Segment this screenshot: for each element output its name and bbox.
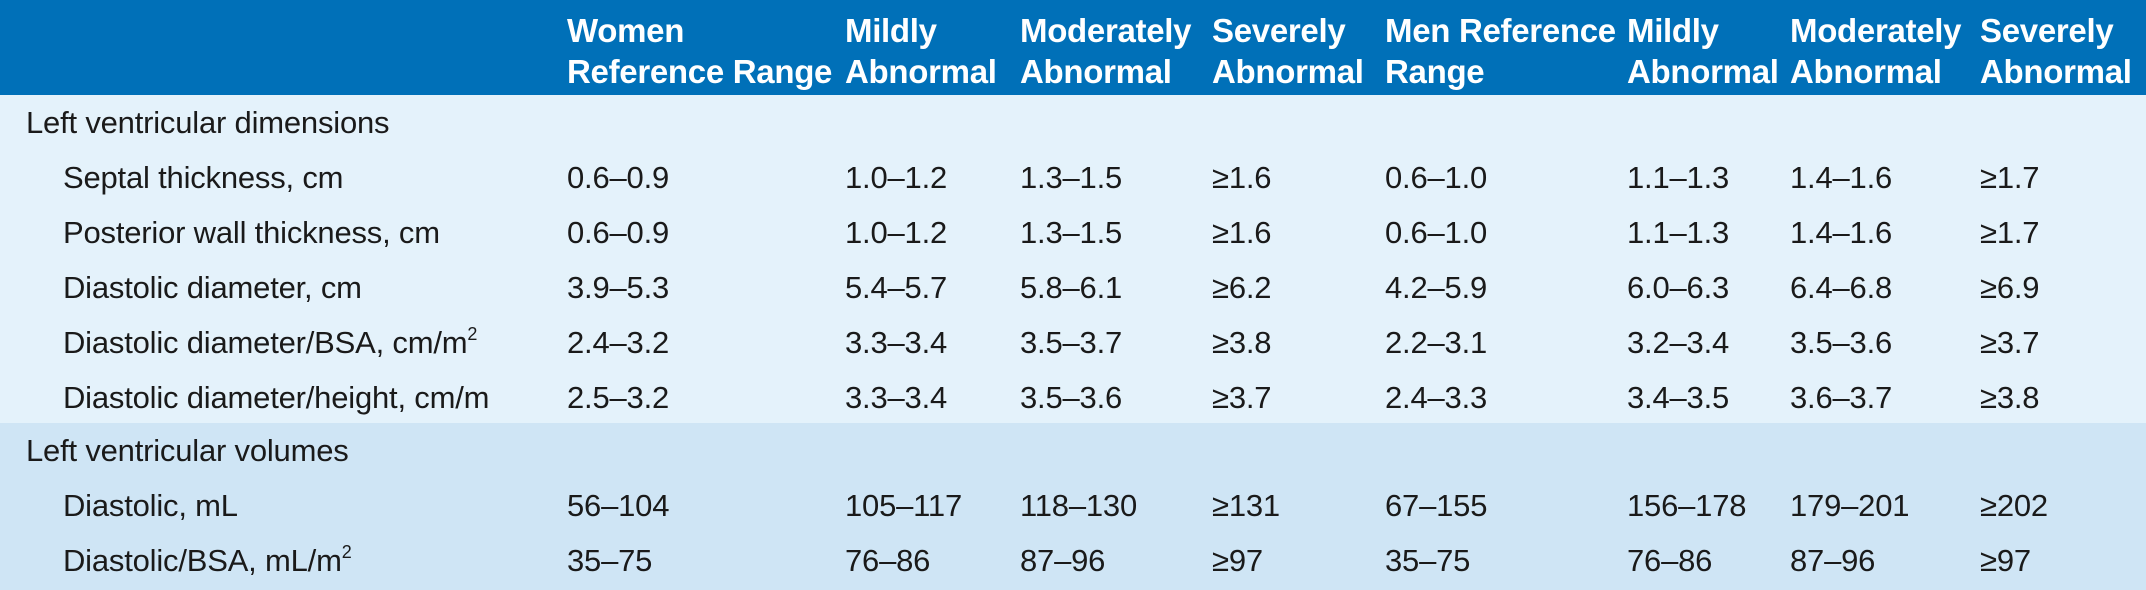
value-men-reference: 2.4–3.3: [1385, 380, 1488, 415]
table-row: Diastolic, mL 56–104 105–117 118–130 ≥13…: [0, 478, 2146, 533]
value-women-severe: ≥97: [1212, 543, 1263, 578]
table-row: Septal thickness, cm 0.6–0.9 1.0–1.2 1.3…: [0, 150, 2146, 205]
value-men-mild: 76–86: [1627, 543, 1713, 578]
value-women-severe: ≥3.8: [1212, 325, 1272, 360]
value-men-mild: 1.1–1.3: [1627, 215, 1730, 250]
value-women-moderate: 87–96: [1020, 543, 1106, 578]
section-title-row: Left ventricular volumes: [0, 423, 2146, 478]
value-men-reference: 2.2–3.1: [1385, 325, 1488, 360]
row-label: Septal thickness, cm: [63, 160, 344, 195]
value-women-mild: 105–117: [845, 488, 962, 523]
value-women-moderate: 5.8–6.1: [1020, 270, 1123, 305]
value-men-moderate: 1.4–1.6: [1790, 160, 1893, 195]
value-men-mild: 3.2–3.4: [1627, 325, 1730, 360]
value-women-mild: 5.4–5.7: [845, 270, 948, 305]
header-women-severely-abnormal: Severely Abnormal: [1212, 12, 1364, 90]
value-men-reference: 67–155: [1385, 488, 1488, 523]
value-women-reference: 3.9–5.3: [567, 270, 670, 305]
header-men-severely-abnormal: Severely Abnormal: [1980, 12, 2132, 90]
value-men-mild: 6.0–6.3: [1627, 270, 1730, 305]
value-men-moderate: 179–201: [1790, 488, 1910, 523]
value-men-severe: ≥1.7: [1980, 160, 2040, 195]
table-header: Women Reference Range Mildly Abnormal Mo…: [0, 0, 2146, 95]
value-women-mild: 1.0–1.2: [845, 160, 948, 195]
value-women-mild: 3.3–3.4: [845, 325, 948, 360]
header-women-mildly-abnormal: Mildly Abnormal: [845, 12, 997, 90]
value-women-mild: 3.3–3.4: [845, 380, 948, 415]
value-women-reference: 2.4–3.2: [567, 325, 670, 360]
row-label: Diastolic diameter/BSA, cm/m2: [63, 324, 478, 360]
value-men-severe: ≥97: [1980, 543, 2031, 578]
value-women-reference: 2.5–3.2: [567, 380, 670, 415]
value-women-mild: 1.0–1.2: [845, 215, 948, 250]
value-men-reference: 0.6–1.0: [1385, 160, 1488, 195]
value-men-moderate: 6.4–6.8: [1790, 270, 1893, 305]
value-men-moderate: 3.6–3.7: [1790, 380, 1893, 415]
superscript: 2: [341, 542, 352, 562]
value-women-moderate: 1.3–1.5: [1020, 160, 1123, 195]
value-women-severe: ≥6.2: [1212, 270, 1272, 305]
value-women-reference: 35–75: [567, 543, 653, 578]
section-lv-volumes: Left ventricular volumes Diastolic, mL 5…: [0, 423, 2146, 590]
value-men-moderate: 87–96: [1790, 543, 1876, 578]
value-men-severe: ≥202: [1980, 488, 2048, 523]
value-women-moderate: 118–130: [1020, 488, 1137, 523]
value-men-severe: ≥3.8: [1980, 380, 2040, 415]
value-women-reference: 0.6–0.9: [567, 215, 670, 250]
value-women-reference: 56–104: [567, 488, 670, 523]
header-men-moderately-abnormal: Moderately Abnormal: [1790, 12, 1962, 90]
row-label: Posterior wall thickness, cm: [63, 215, 440, 250]
header-men-mildly-abnormal: Mildly Abnormal: [1627, 12, 1779, 90]
row-label: Diastolic/BSA, mL/m2: [63, 542, 352, 578]
value-men-severe: ≥1.7: [1980, 215, 2040, 250]
value-men-moderate: 3.5–3.6: [1790, 325, 1893, 360]
value-men-moderate: 1.4–1.6: [1790, 215, 1893, 250]
value-women-severe: ≥131: [1212, 488, 1280, 523]
value-women-mild: 76–86: [845, 543, 931, 578]
value-women-moderate: 1.3–1.5: [1020, 215, 1123, 250]
section-title: Left ventricular dimensions: [26, 105, 390, 140]
header-women-moderately-abnormal: Moderately Abnormal: [1020, 12, 1192, 90]
table-row: Posterior wall thickness, cm 0.6–0.9 1.0…: [0, 205, 2146, 260]
header-women-reference-range: Women Reference Range: [567, 12, 833, 90]
value-men-severe: ≥3.7: [1980, 325, 2040, 360]
value-men-reference: 0.6–1.0: [1385, 215, 1488, 250]
section-lv-dimensions: Left ventricular dimensions Septal thick…: [0, 95, 2146, 423]
table-row: Diastolic diameter, cm 3.9–5.3 5.4–5.7 5…: [0, 260, 2146, 315]
value-men-severe: ≥6.9: [1980, 270, 2040, 305]
value-women-reference: 0.6–0.9: [567, 160, 670, 195]
table-row: Diastolic/BSA, mL/m2 35–75 76–86 87–96 ≥…: [0, 533, 2146, 588]
section-title: Left ventricular volumes: [26, 433, 349, 468]
value-women-moderate: 3.5–3.7: [1020, 325, 1123, 360]
row-label: Diastolic, mL: [63, 488, 238, 523]
table-row: Diastolic diameter/height, cm/m 2.5–3.2 …: [0, 370, 2146, 425]
value-men-reference: 4.2–5.9: [1385, 270, 1488, 305]
value-women-moderate: 3.5–3.6: [1020, 380, 1123, 415]
superscript: 2: [467, 324, 478, 344]
value-men-mild: 3.4–3.5: [1627, 380, 1730, 415]
value-women-severe: ≥1.6: [1212, 160, 1272, 195]
value-women-severe: ≥3.7: [1212, 380, 1272, 415]
table-row: Diastolic diameter/BSA, cm/m2 2.4–3.2 3.…: [0, 315, 2146, 370]
row-label: Diastolic diameter/height, cm/m: [63, 380, 490, 415]
header-men-reference-range: Men Reference Range: [1385, 12, 1616, 90]
row-label: Diastolic diameter, cm: [63, 270, 362, 305]
value-women-severe: ≥1.6: [1212, 215, 1272, 250]
value-men-mild: 1.1–1.3: [1627, 160, 1730, 195]
value-men-reference: 35–75: [1385, 543, 1471, 578]
section-title-row: Left ventricular dimensions: [0, 95, 2146, 150]
value-men-mild: 156–178: [1627, 488, 1747, 523]
